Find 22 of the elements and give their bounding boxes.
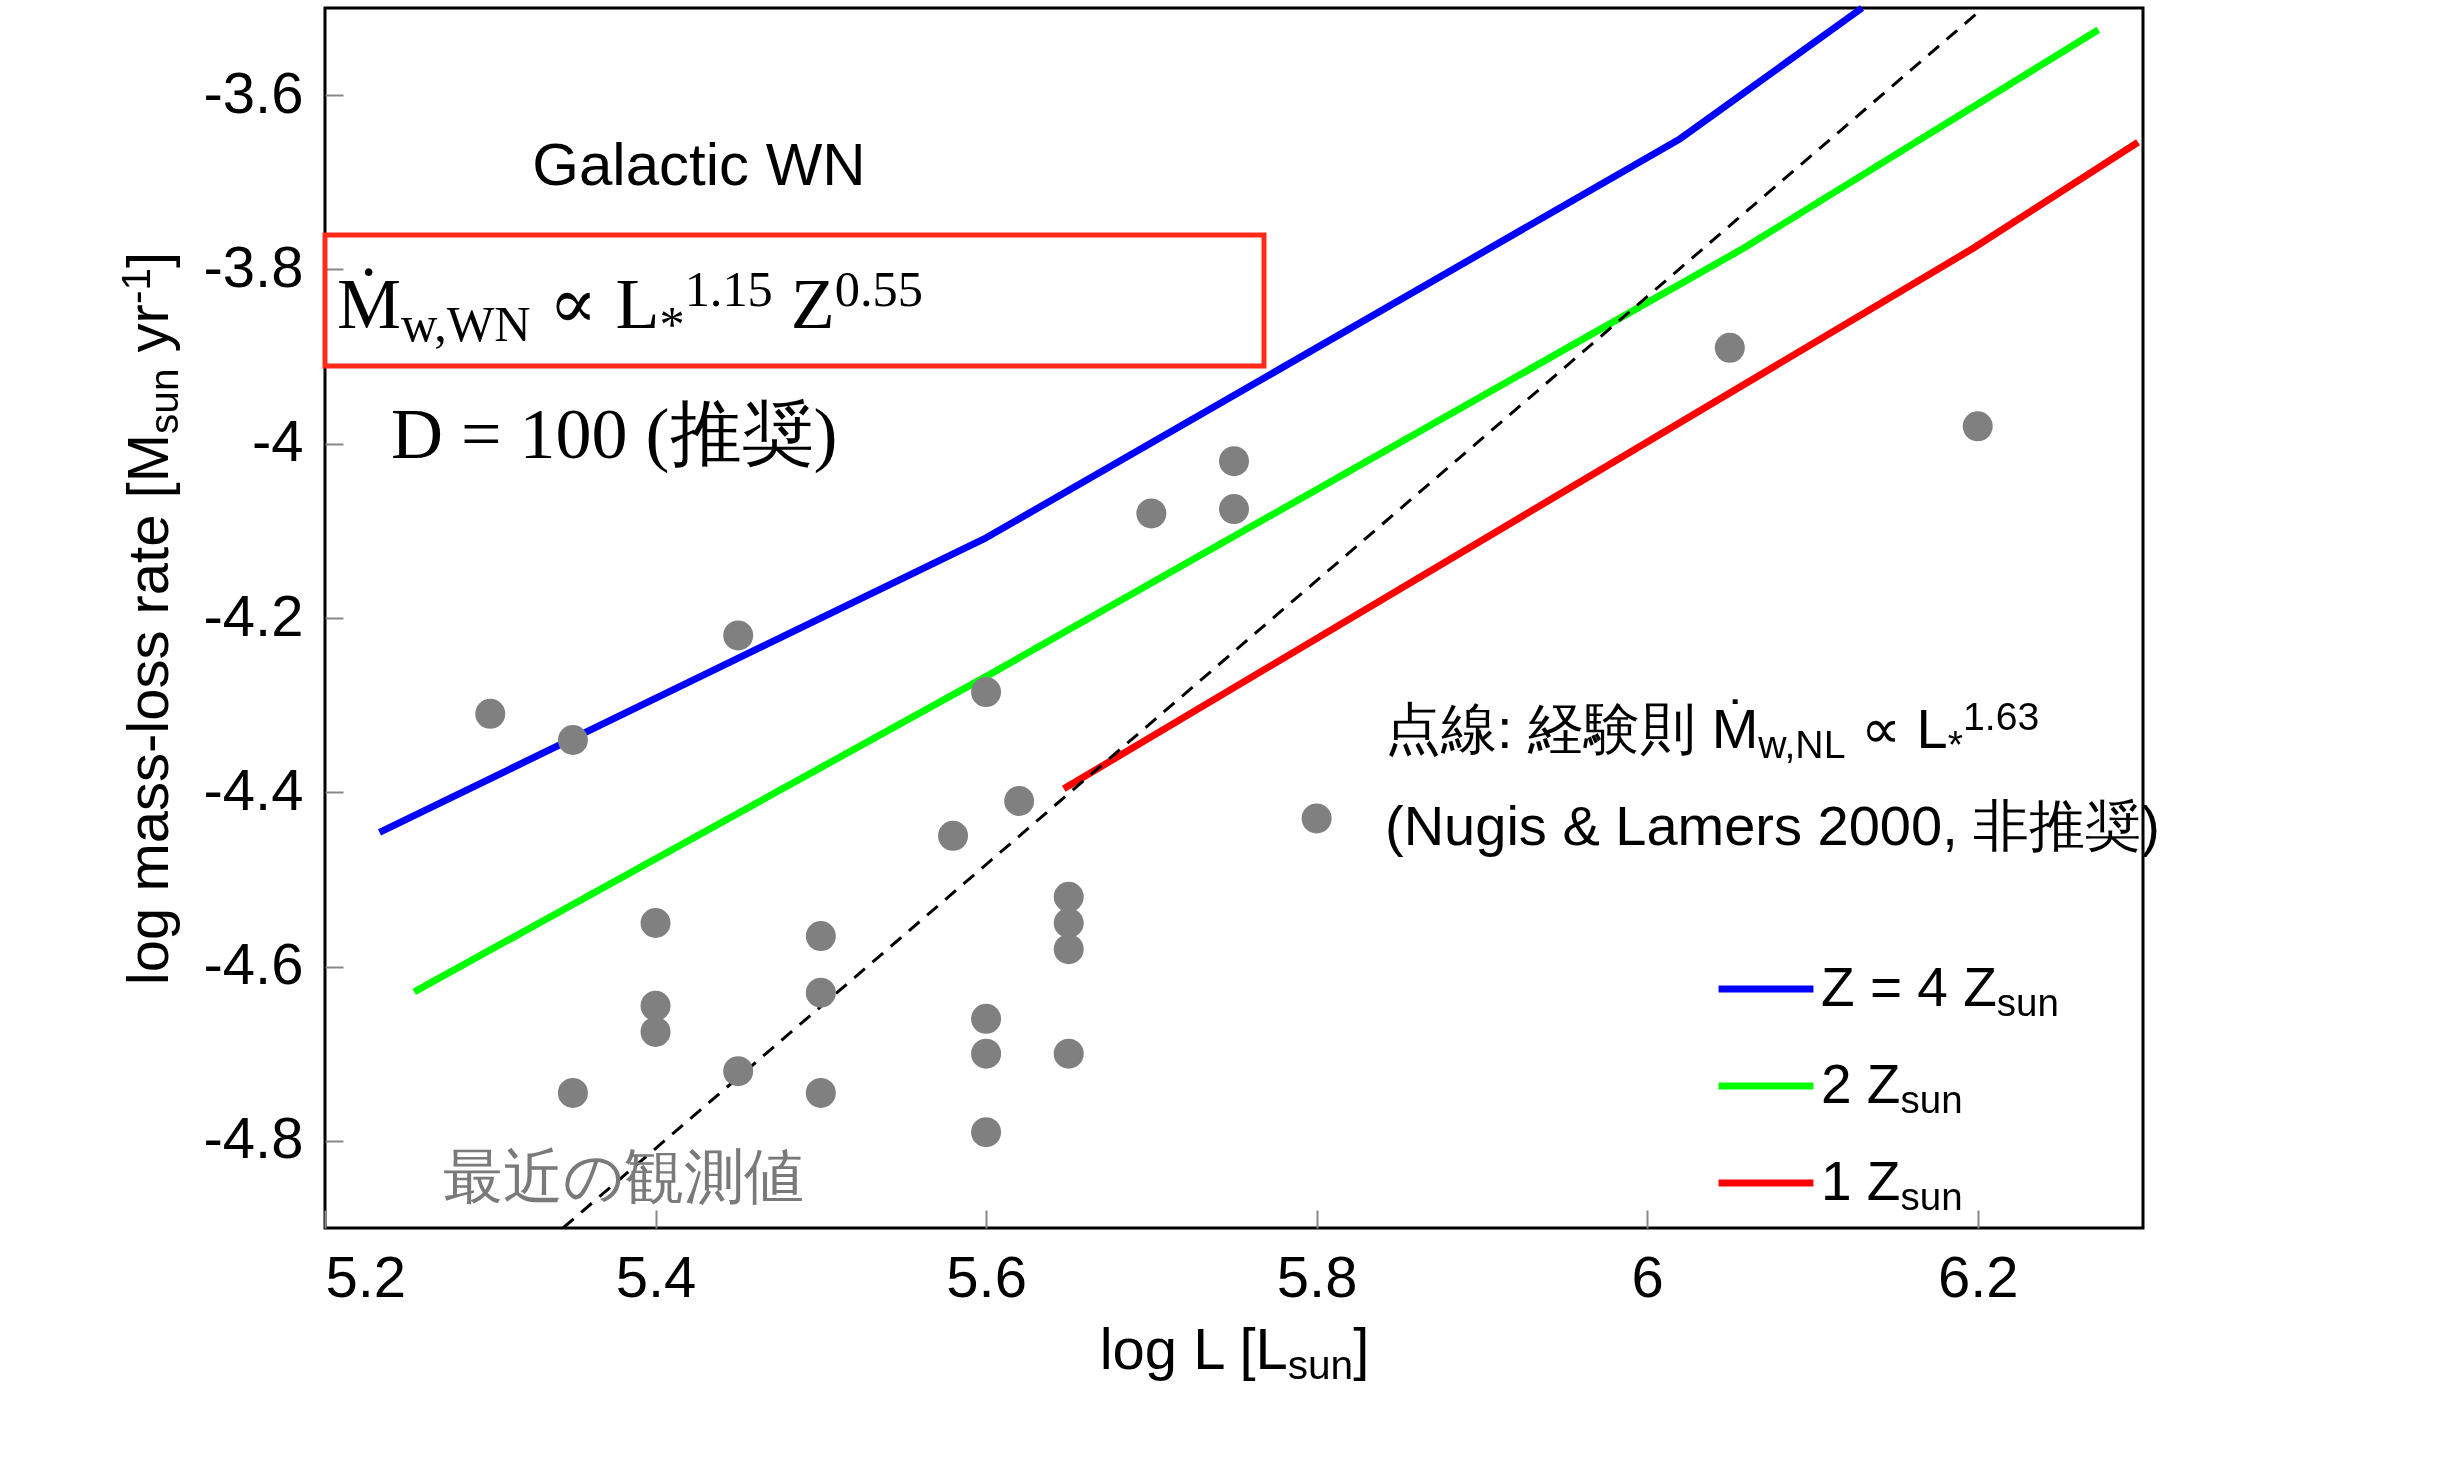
legend-label: Z = 4 Z$_{sun}$ — [1821, 956, 2059, 1024]
x-axis-title: log L [L$_{sun}$] — [1099, 1315, 1370, 1388]
y-tick-label: -4.8 — [203, 1105, 304, 1171]
legend-label: 2 Z$_{sun}$ — [1821, 1053, 1963, 1121]
annotation: (Nugis & Lamers 2000, 非推奨) — [1385, 794, 2160, 857]
y-tick-label: -4.4 — [203, 756, 304, 822]
annotation: Ṁ$_{w,WN}$ ∝ L$_{*}$$^{1.15}$ Z$^{0.55}$ — [337, 260, 923, 352]
x-tick-label: 5.4 — [615, 1243, 697, 1309]
y-tick-label: -4 — [251, 408, 304, 474]
x-tick-label: 5.2 — [325, 1243, 407, 1309]
x-tick-label: 5.8 — [1276, 1243, 1358, 1309]
y-tick-label: -3.8 — [203, 233, 304, 299]
annotation: D = 100 (推奨) — [391, 394, 838, 474]
x-tick-label: 6 — [1631, 1243, 1664, 1309]
annotation: 最近の観測値 — [443, 1143, 804, 1210]
x-tick-label: 5.6 — [946, 1243, 1027, 1309]
legend-label: 1 Z$_{sun}$ — [1821, 1150, 1963, 1218]
annotation: Galactic WN — [532, 131, 866, 198]
y-tick-label: -4.6 — [203, 931, 304, 997]
y-tick-label: -3.6 — [203, 59, 304, 125]
x-tick-label: 6.2 — [1937, 1243, 2019, 1309]
y-tick-label: -4.2 — [203, 582, 304, 648]
